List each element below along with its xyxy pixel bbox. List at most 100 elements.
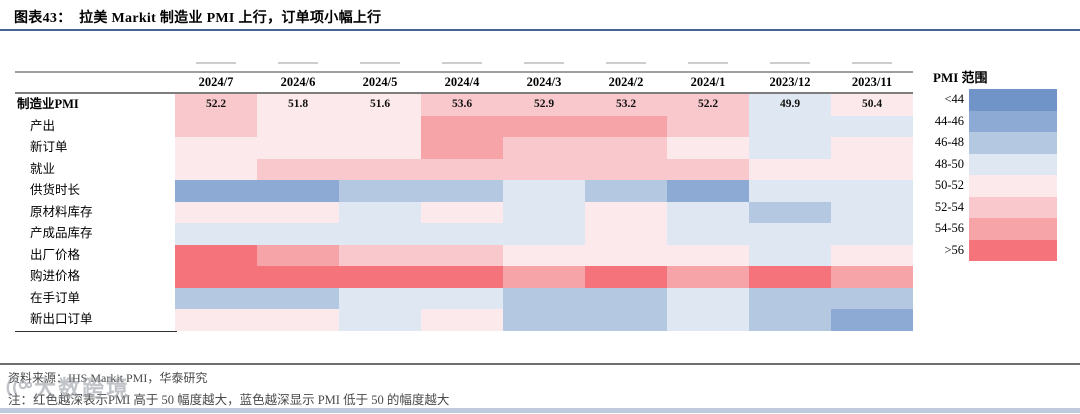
row-label: 供货时长 xyxy=(30,183,81,197)
column-header: 2024/2 xyxy=(608,75,644,89)
table-top-rule xyxy=(15,71,913,73)
heatmap-row xyxy=(175,287,913,309)
heatmap-cell xyxy=(421,266,503,288)
heatmap-cell xyxy=(585,158,667,180)
heatmap-cell xyxy=(667,309,749,331)
source-text: 资料来源：IHS Markit PMI，华泰研究 xyxy=(8,371,208,385)
heatmap-cell xyxy=(175,309,257,331)
heatmap-cell xyxy=(339,244,421,266)
heatmap-cell xyxy=(503,115,585,137)
heatmap-row xyxy=(175,115,913,137)
legend-color-swatch xyxy=(969,89,1057,111)
column-tick xyxy=(524,62,564,64)
heatmap-cell xyxy=(585,309,667,331)
column-tick xyxy=(688,62,728,64)
heatmap-cell xyxy=(749,180,831,202)
heatmap-cell xyxy=(749,158,831,180)
heatmap-cell xyxy=(831,223,913,245)
heatmap-cell xyxy=(175,244,257,266)
heatmap-cell xyxy=(585,244,667,266)
heatmap-cell xyxy=(831,158,913,180)
heatmap-cell xyxy=(585,201,667,223)
heatmap-cell xyxy=(503,201,585,223)
heatmap-row xyxy=(175,223,913,245)
column-tick-slot xyxy=(831,62,913,65)
heatmap-cell xyxy=(421,180,503,202)
row-label: 新订单 xyxy=(30,140,68,154)
legend-color-swatch xyxy=(969,110,1057,132)
heatmap-cell xyxy=(257,137,339,159)
heatmap-cell: 51.6 xyxy=(339,94,421,116)
legend-color-swatch xyxy=(969,175,1057,197)
heatmap-row xyxy=(175,266,913,288)
legend-range-label: 48-50 xyxy=(934,156,964,171)
heatmap-cell xyxy=(339,309,421,331)
heatmap-cell xyxy=(503,223,585,245)
legend-row: 48-50 xyxy=(916,153,1057,175)
legend-color-swatch xyxy=(969,153,1057,175)
heatmap-cell xyxy=(831,115,913,137)
heatmap-cell xyxy=(831,266,913,288)
column-tick xyxy=(852,62,892,64)
heatmap-cell xyxy=(585,180,667,202)
table-header-rule xyxy=(15,92,913,94)
column-tick xyxy=(278,62,318,64)
legend-title: PMI 范围 xyxy=(933,70,988,85)
title-underline xyxy=(0,29,1080,31)
chart-title: 图表43： 拉美 Markit 制造业 PMI 上行，订单项小幅上行 xyxy=(14,11,382,26)
heatmap-cell xyxy=(585,137,667,159)
heatmap-cell xyxy=(421,223,503,245)
heatmap-cell xyxy=(339,158,421,180)
column-tick-slot xyxy=(257,62,339,65)
column-header: 2023/12 xyxy=(769,75,811,89)
column-tick-slot xyxy=(585,62,667,65)
footer-rule xyxy=(0,363,1080,365)
legend-row: >56 xyxy=(916,239,1057,261)
heatmap-cell xyxy=(667,137,749,159)
heatmap-cell xyxy=(503,309,585,331)
column-tick-marks xyxy=(175,62,913,65)
heatmap-cell xyxy=(175,137,257,159)
heatmap-cell xyxy=(175,201,257,223)
column-tick-slot xyxy=(175,62,257,65)
heatmap-row xyxy=(175,309,913,331)
legend-row: 50-52 xyxy=(916,175,1057,197)
heatmap-cell xyxy=(175,287,257,309)
heatmap-cell xyxy=(749,287,831,309)
heatmap-cell xyxy=(257,223,339,245)
column-tick xyxy=(442,62,482,64)
heatmap-cell: 51.8 xyxy=(257,94,339,116)
heatmap-cell xyxy=(503,180,585,202)
heatmap-cell xyxy=(503,244,585,266)
heatmap-cell xyxy=(257,287,339,309)
column-tick-slot xyxy=(503,62,585,65)
column-tick-slot xyxy=(749,62,831,65)
heatmap-cell xyxy=(421,137,503,159)
heatmap-cell xyxy=(421,287,503,309)
column-header: 2024/1 xyxy=(690,75,726,89)
heatmap-cell xyxy=(421,158,503,180)
legend-range-label: 46-48 xyxy=(934,135,964,149)
heatmap-cell xyxy=(503,287,585,309)
legend-range-label: 44-46 xyxy=(934,113,964,128)
heatmap-cell xyxy=(175,223,257,245)
color-scale-legend: <44 44-46 46-48 48-50 50-52 52-54 54-56 >56 xyxy=(916,89,1057,261)
legend-row: 44-46 xyxy=(916,110,1057,132)
heatmap-cell xyxy=(339,223,421,245)
heatmap-cell: 53.6 xyxy=(421,94,503,116)
heatmap-cell xyxy=(421,309,503,331)
row-label: 出厂价格 xyxy=(30,247,81,262)
heatmap-cell xyxy=(831,244,913,266)
legend-range-label: 52-54 xyxy=(934,199,964,214)
heatmap-cell xyxy=(503,266,585,288)
row-label: 原材料库存 xyxy=(30,204,93,219)
legend-range-label: 54-56 xyxy=(934,221,964,235)
legend-row: 52-54 xyxy=(916,196,1057,218)
row-label-column: 制造业PMI 产出 新订单 就业 供货时长 原材料库存 产成品库存 出厂价格 购进价格 在手订单新… xyxy=(15,94,175,331)
row-label: 产出 xyxy=(30,118,56,133)
heatmap-cell xyxy=(257,266,339,288)
heatmap-cell xyxy=(421,201,503,223)
pmi-heatmap-grid: 52.2 51.8 51.6 53.6 52.9 53.2 52.2 49.9 50.4 xyxy=(175,94,913,331)
heatmap-cell xyxy=(667,158,749,180)
